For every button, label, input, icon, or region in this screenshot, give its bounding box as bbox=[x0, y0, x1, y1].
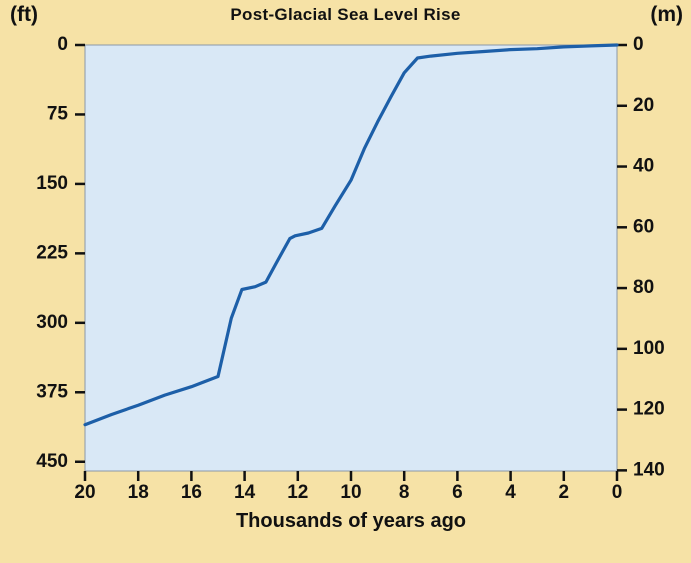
x-tick-label: 0 bbox=[612, 482, 623, 503]
x-tick-label: 12 bbox=[287, 482, 308, 503]
x-tick-label: 20 bbox=[74, 482, 95, 503]
y-left-tick-label-ft: 150 bbox=[36, 173, 68, 194]
x-tick-label: 14 bbox=[234, 482, 256, 503]
y-right-tick-label-m: 40 bbox=[633, 156, 654, 177]
y-left-tick-label-ft: 225 bbox=[36, 242, 68, 263]
x-tick-label: 8 bbox=[399, 482, 410, 503]
right-axis-unit-m: (m) bbox=[650, 3, 683, 26]
sea-level-line bbox=[83, 43, 619, 427]
y-right-tick-label-m: 20 bbox=[633, 95, 654, 116]
x-tick-label: 6 bbox=[452, 482, 463, 503]
plot-area bbox=[84, 44, 618, 472]
y-right-tick-label-m: 0 bbox=[633, 34, 644, 55]
y-left-tick-label-ft: 0 bbox=[57, 34, 68, 55]
y-right-tick-label-m: 80 bbox=[633, 277, 654, 298]
chart-title: Post-Glacial Sea Level Rise bbox=[230, 5, 461, 24]
y-right-tick-label-m: 100 bbox=[633, 338, 665, 359]
y-left-tick-label-ft: 75 bbox=[47, 103, 69, 124]
left-axis-unit-ft: (ft) bbox=[10, 3, 38, 26]
y-left-tick-label-ft: 375 bbox=[36, 381, 68, 402]
x-tick-label: 10 bbox=[340, 482, 361, 503]
x-tick-label: 16 bbox=[181, 482, 202, 503]
y-left-tick-label-ft: 300 bbox=[36, 312, 68, 333]
x-axis-label: Thousands of years ago bbox=[235, 510, 467, 532]
y-right-tick-label-m: 140 bbox=[633, 459, 665, 480]
y-right-tick-label-m: 60 bbox=[633, 216, 654, 237]
x-tick-label: 18 bbox=[128, 482, 149, 503]
x-tick-label: 2 bbox=[559, 482, 570, 503]
y-right-tick-label-m: 120 bbox=[633, 399, 665, 420]
x-tick-label: 4 bbox=[505, 482, 516, 503]
y-left-tick-label-ft: 450 bbox=[36, 451, 68, 472]
